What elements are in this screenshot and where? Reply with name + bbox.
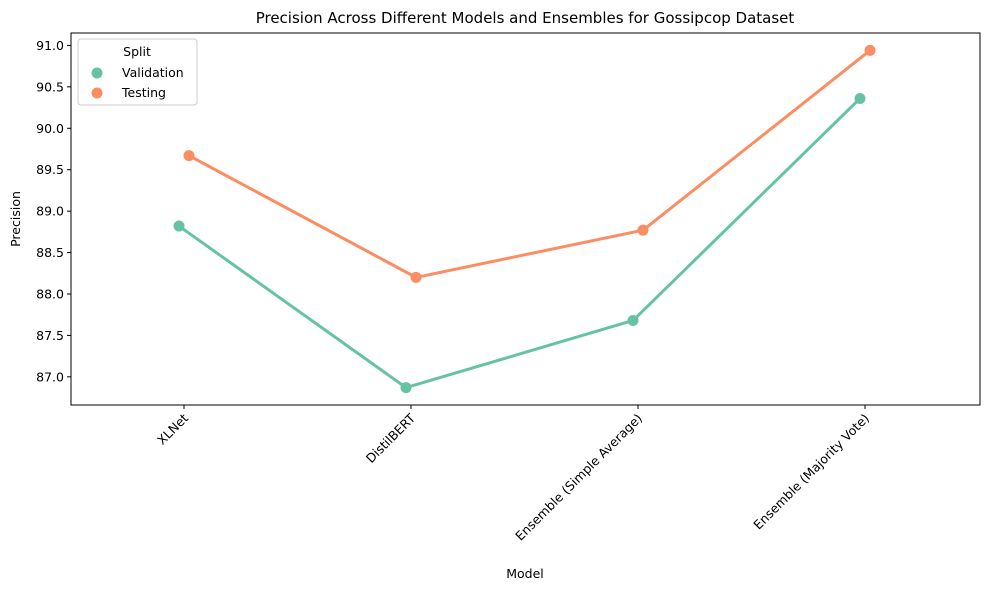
- y-axis-label: Precision: [8, 191, 23, 247]
- y-tick-label: 89.5: [36, 162, 64, 177]
- data-point-validation: [854, 92, 866, 104]
- y-tick-label: 87.5: [36, 328, 64, 343]
- y-tick-label: 87.0: [36, 369, 64, 384]
- data-point-validation: [627, 314, 639, 326]
- legend: Split Validation Testing: [77, 38, 198, 106]
- data-point-validation: [173, 220, 185, 232]
- legend-box: [77, 38, 198, 106]
- y-tick-label: 91.0: [36, 38, 64, 53]
- y-tick-label: 90.5: [36, 79, 64, 94]
- y-tick-label: 88.0: [36, 286, 64, 301]
- y-tick-label: 90.0: [36, 121, 64, 136]
- series-line-testing: [187, 48, 872, 279]
- chart-title: Precision Across Different Models and En…: [256, 9, 795, 27]
- legend-label-validation: Validation: [122, 65, 184, 80]
- data-point-testing: [410, 271, 422, 283]
- series-line-validation: [177, 96, 862, 390]
- legend-marker-testing: [91, 87, 103, 99]
- data-point-testing: [864, 44, 876, 56]
- data-point-validation: [400, 382, 412, 394]
- y-tick-label: 88.5: [36, 245, 64, 260]
- data-point-testing: [637, 224, 649, 236]
- x-axis-label: Model: [506, 566, 544, 581]
- legend-marker-validation: [91, 67, 103, 79]
- legend-title: Split: [123, 44, 151, 59]
- y-tick-label: 89.0: [36, 204, 64, 219]
- plot-frame: [70, 32, 981, 406]
- legend-label-testing: Testing: [121, 85, 166, 100]
- data-point-testing: [183, 150, 195, 162]
